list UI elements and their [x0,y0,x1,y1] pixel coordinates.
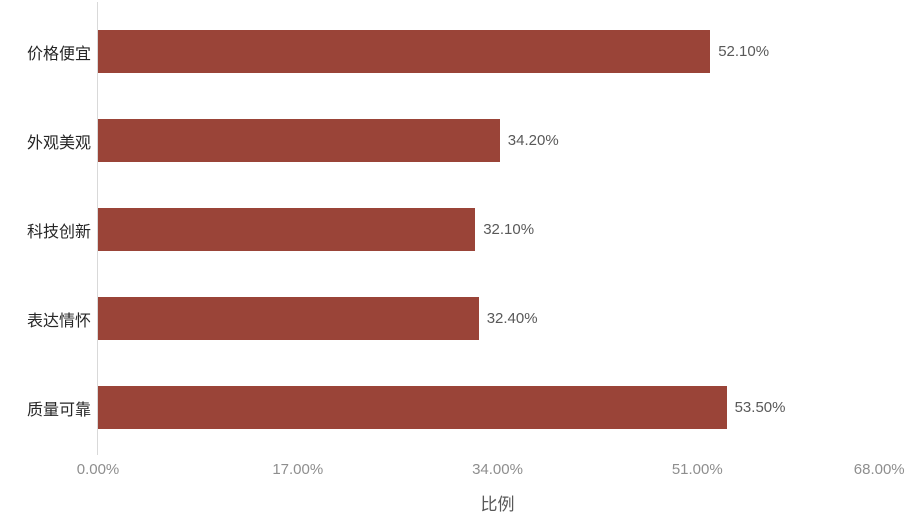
value-label: 53.50% [734,399,786,416]
plot-area: 价格便宜 52.10% 外观美观 34.20% 科技创新 32.10% 表达情怀 32.40%… [0,7,922,452]
x-axis-tick-labels: 0.00% 17.00% 34.00% 51.00% 68.00% [77,461,905,481]
bar [98,30,711,73]
bar [98,208,476,251]
bar [98,119,500,162]
category-label: 价格便宜 [26,45,91,63]
x-axis-tick-label: 17.00% [272,461,324,478]
chart-row: 价格便宜 52.10% [0,7,922,96]
value-label: 34.20% [507,132,559,149]
y-axis-line [97,2,98,455]
chart-row: 外观美观 34.20% [0,96,922,185]
value-label: 32.10% [483,221,535,238]
category-label: 科技创新 [26,223,91,241]
category-label: 外观美观 [26,134,91,152]
x-axis-title: 比例 [480,495,515,514]
x-axis-tick-label: 0.00% [76,461,120,478]
chart-row: 质量可靠 53.50% [0,363,922,452]
value-label: 52.10% [718,43,770,60]
value-label: 32.40% [486,310,538,327]
x-axis-tick-label: 68.00% [853,461,905,478]
x-axis-tick-label: 51.00% [671,461,723,478]
category-label: 表达情怀 [26,312,91,330]
chart-row: 科技创新 32.10% [0,185,922,274]
bar [98,297,479,340]
chart-row: 表达情怀 32.40% [0,274,922,363]
bar [98,386,727,429]
x-axis-tick-label: 34.00% [472,461,523,478]
category-label: 质量可靠 [26,401,91,419]
